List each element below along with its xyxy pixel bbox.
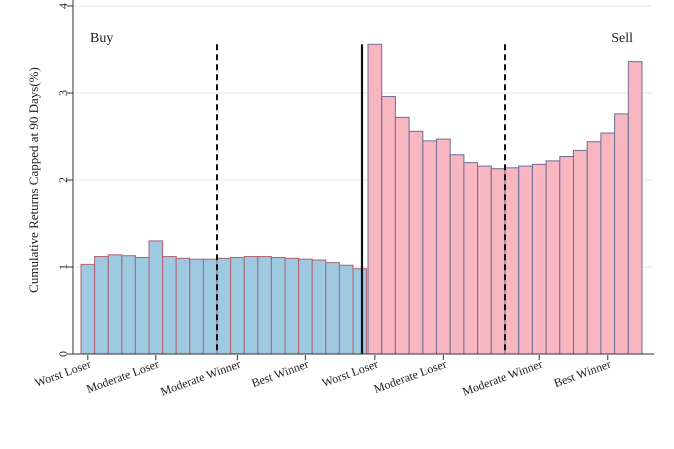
- bar-sell-6: [449, 154, 465, 355]
- y-tick-label: 2: [56, 177, 70, 183]
- bar-sell-14: [559, 156, 574, 355]
- bar-buy-17: [311, 259, 327, 355]
- bar-sell-12: [531, 163, 547, 355]
- bar-sell-1: [381, 95, 396, 355]
- panel-label-buy: Buy: [90, 31, 113, 46]
- bar-sell-5: [436, 138, 451, 355]
- bar-sell-19: [627, 61, 643, 355]
- x-tick-label: Best Winner: [552, 357, 613, 391]
- bar-buy-1: [94, 256, 109, 355]
- bar-buy-4: [134, 256, 150, 355]
- x-tick-label: Worst Loser: [33, 357, 93, 390]
- bar-sell-13: [545, 160, 561, 355]
- bar-buy-13: [257, 256, 272, 355]
- panel-label-sell: Sell: [611, 31, 633, 46]
- bar-buy-5: [148, 240, 164, 355]
- bar-buy-20: [352, 268, 368, 355]
- bar-sell-8: [477, 165, 492, 355]
- x-tick-label: Moderate Winner: [158, 357, 242, 399]
- bar-sell-2: [394, 116, 410, 355]
- bar-sell-9: [490, 168, 506, 355]
- bar-buy-14: [270, 256, 286, 355]
- bar-sell-18: [614, 113, 629, 355]
- bar-buy-19: [338, 264, 354, 355]
- y-tick-label: 4: [56, 3, 70, 9]
- y-tick-label: 0: [56, 351, 70, 357]
- bar-buy-6: [162, 256, 177, 355]
- bar-sell-16: [586, 141, 602, 355]
- bar-buy-3: [121, 255, 136, 355]
- bar-buy-16: [298, 258, 313, 355]
- bar-buy-12: [243, 256, 259, 355]
- bar-buy-15: [284, 257, 300, 355]
- bar-sell-17: [600, 132, 616, 355]
- bar-buy-18: [325, 262, 340, 355]
- bar-buy-0: [80, 263, 96, 355]
- bar-buy-8: [189, 258, 204, 355]
- bar-buy-9: [202, 258, 218, 355]
- bar-buy-11: [230, 256, 245, 355]
- bar-buy-7: [175, 257, 191, 355]
- bar-sell-7: [463, 162, 479, 355]
- bar-sell-3: [408, 130, 424, 355]
- bar-sell-0: [367, 43, 383, 355]
- bar-sell-10: [504, 167, 520, 355]
- bar-buy-10: [216, 257, 232, 355]
- y-tick-label: 1: [56, 264, 70, 270]
- y-axis-title: Cumulative Returns Capped at 90 Days(%): [26, 67, 41, 293]
- bar-sell-4: [422, 140, 437, 355]
- y-tick-label: 3: [56, 90, 70, 96]
- bar-buy-2: [107, 254, 123, 355]
- bar-sell-15: [573, 149, 588, 355]
- x-tick-label: Moderate Loser: [372, 357, 448, 396]
- x-tick-label: Worst Loser: [320, 357, 380, 390]
- x-tick-label: Moderate Winner: [460, 357, 544, 399]
- x-tick-label: Best Winner: [250, 357, 311, 391]
- bar-sell-11: [518, 165, 533, 355]
- x-tick-label: Moderate Loser: [84, 357, 160, 396]
